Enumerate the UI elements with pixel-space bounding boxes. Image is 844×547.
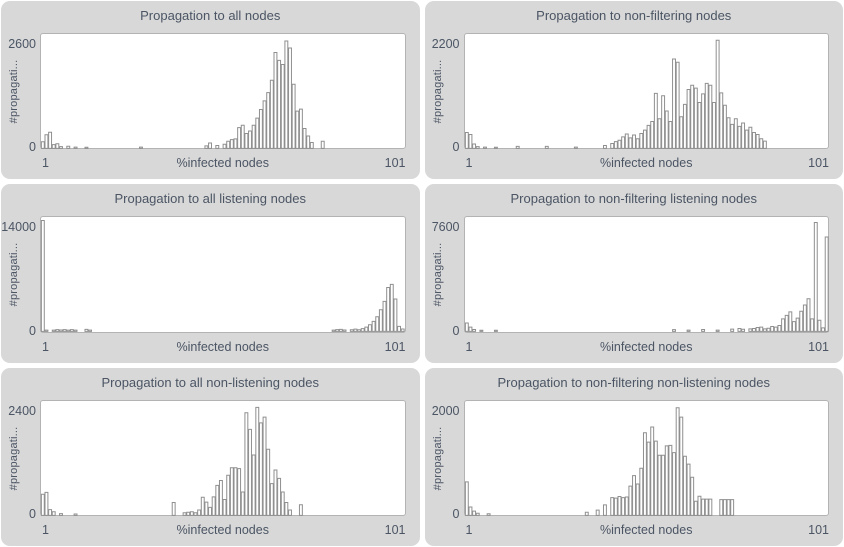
histogram-bars [41, 219, 405, 331]
plot-area [464, 399, 829, 516]
x-axis-max-tick: 101 [808, 156, 829, 171]
chart-title: Propagation to all listening nodes [114, 191, 307, 207]
x-axis-label: %infected nodes [600, 339, 693, 354]
x-axis: 1 %infected nodes 101 [464, 156, 830, 171]
histogram-bars [465, 219, 829, 331]
x-axis-min-tick: 1 [42, 156, 49, 171]
y-axis-label: #propagati... [8, 59, 20, 124]
plot-area [40, 399, 406, 516]
histogram-bars [465, 36, 829, 148]
x-axis-max-tick: 101 [384, 156, 406, 171]
y-axis-label: #propagati... [431, 242, 444, 307]
x-axis-label: %infected nodes [600, 156, 693, 171]
x-axis-min-tick: 1 [465, 522, 473, 537]
chart-panel-all-nodes: Propagation to all nodes 2600 0 #propaga… [1, 1, 420, 180]
chart-title: Propagation to all non-listening nodes [101, 374, 320, 390]
chart-title: Propagation to non-filtering non-listeni… [497, 374, 770, 390]
y-axis-max-tick: 2400 [8, 403, 36, 418]
x-axis-label: %infected nodes [176, 156, 269, 171]
chart-title: Propagation to non-filtering listening n… [510, 191, 757, 207]
x-axis-min-tick: 1 [465, 156, 473, 171]
x-axis: 1 %infected nodes 101 [40, 523, 406, 538]
y-axis-label: #propagati... [431, 59, 444, 124]
y-axis-label: #propagati... [8, 425, 20, 490]
x-axis-min-tick: 1 [465, 339, 473, 354]
x-axis-max-tick: 101 [384, 339, 406, 354]
x-axis-label: %infected nodes [176, 339, 269, 354]
y-axis-max-tick: 2600 [8, 37, 36, 51]
x-axis: 1 %infected nodes 101 [464, 340, 830, 355]
chart-panel-non-filtering-listening-nodes: Propagation to non-filtering listening n… [424, 184, 843, 363]
x-axis-max-tick: 101 [808, 339, 829, 354]
y-axis-zero-tick: 0 [452, 323, 460, 338]
histogram-bars [465, 403, 829, 515]
chart-panel-non-filtering-nodes: Propagation to non-filtering nodes 2200 … [424, 1, 843, 180]
chart-panel-all-listening-nodes: Propagation to all listening nodes 14000… [1, 184, 420, 363]
chart-panel-all-non-listening-nodes: Propagation to all non-listening nodes 2… [1, 367, 420, 546]
x-axis-min-tick: 1 [42, 339, 49, 354]
chart-panel-non-filtering-non-listening-nodes: Propagation to non-filtering non-listeni… [424, 367, 843, 546]
x-axis-min-tick: 1 [42, 522, 49, 537]
y-axis-label: #propagati... [8, 242, 20, 307]
y-axis-label: #propagati... [431, 425, 444, 490]
plot-area [40, 33, 406, 150]
y-axis-max-tick: 2200 [431, 37, 460, 51]
x-axis: 1 %infected nodes 101 [464, 523, 830, 538]
histogram-bars [41, 403, 405, 515]
y-axis-zero-tick: 0 [29, 506, 36, 521]
x-axis: 1 %infected nodes 101 [40, 156, 406, 171]
y-axis-zero-tick: 0 [29, 140, 36, 155]
x-axis-label: %infected nodes [600, 522, 693, 537]
x-axis-label: %infected nodes [176, 522, 269, 537]
y-axis-zero-tick: 0 [452, 506, 460, 521]
chart-title: Propagation to all nodes [140, 8, 281, 23]
y-axis-max-tick: 14000 [1, 220, 36, 235]
y-axis-max-tick: 2000 [431, 403, 460, 418]
plot-area [464, 216, 830, 333]
histogram-bars [41, 36, 405, 148]
chart-title: Propagation to non-filtering nodes [536, 8, 732, 23]
y-axis-zero-tick: 0 [29, 323, 36, 338]
y-axis-max-tick: 7600 [431, 220, 460, 235]
plot-area [464, 33, 829, 150]
x-axis-max-tick: 101 [384, 522, 406, 537]
y-axis-zero-tick: 0 [452, 140, 460, 155]
x-axis: 1 %infected nodes 101 [40, 340, 406, 355]
plot-area [40, 216, 406, 333]
x-axis-max-tick: 101 [808, 522, 829, 537]
